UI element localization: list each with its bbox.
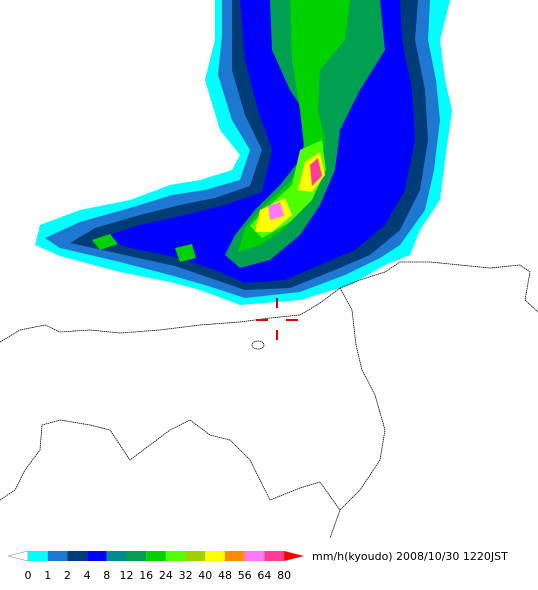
- level-label: 4: [84, 569, 91, 582]
- rain-area: [238, 0, 350, 252]
- color-swatch: [47, 551, 68, 561]
- level-label: 1: [44, 569, 51, 582]
- rain-area: [268, 202, 284, 220]
- island: [251, 340, 265, 350]
- level-label: 32: [179, 569, 193, 582]
- level-label: 12: [120, 569, 134, 582]
- level-label: 64: [257, 569, 271, 582]
- over-triangle: [284, 551, 305, 561]
- color-swatch: [126, 551, 147, 561]
- location-marker: [256, 298, 298, 340]
- level-label: 80: [277, 569, 291, 582]
- color-swatch: [205, 551, 225, 561]
- border: [0, 419, 341, 511]
- coastline: [0, 261, 538, 343]
- color-swatch: [185, 551, 206, 561]
- level-label: 56: [238, 569, 252, 582]
- level-label: 0: [25, 569, 32, 582]
- coastline: [0, 261, 538, 539]
- color-swatch: [146, 551, 166, 561]
- color-swatch: [264, 551, 285, 561]
- timestamp: 2008/10/30 1220JST: [396, 550, 508, 563]
- color-swatch: [225, 551, 245, 561]
- coastline: [329, 287, 386, 539]
- level-label: 8: [103, 569, 110, 582]
- level-label: 2: [64, 569, 71, 582]
- under-triangle: [7, 550, 29, 562]
- color-swatch: [106, 551, 127, 561]
- colorbar: mm/h(kyoudo) 2008/10/30 1220JST 0 1 2 4 8 12 1…: [7, 550, 508, 582]
- color-swatch: [87, 551, 107, 561]
- color-swatch: [28, 551, 48, 561]
- unit-label: mm/h(kyoudo): [312, 550, 393, 563]
- color-swatch: [244, 551, 265, 561]
- rain-area: [310, 158, 322, 186]
- rain-area: [92, 234, 118, 250]
- rain-field: [35, 0, 452, 305]
- rain-area: [225, 0, 385, 268]
- level-label: 40: [198, 569, 212, 582]
- color-swatch: [165, 551, 186, 561]
- color-swatch: [67, 551, 88, 561]
- level-label: 16: [139, 569, 153, 582]
- level-label: 48: [218, 569, 232, 582]
- level-label: 24: [159, 569, 173, 582]
- rain-area: [175, 244, 196, 262]
